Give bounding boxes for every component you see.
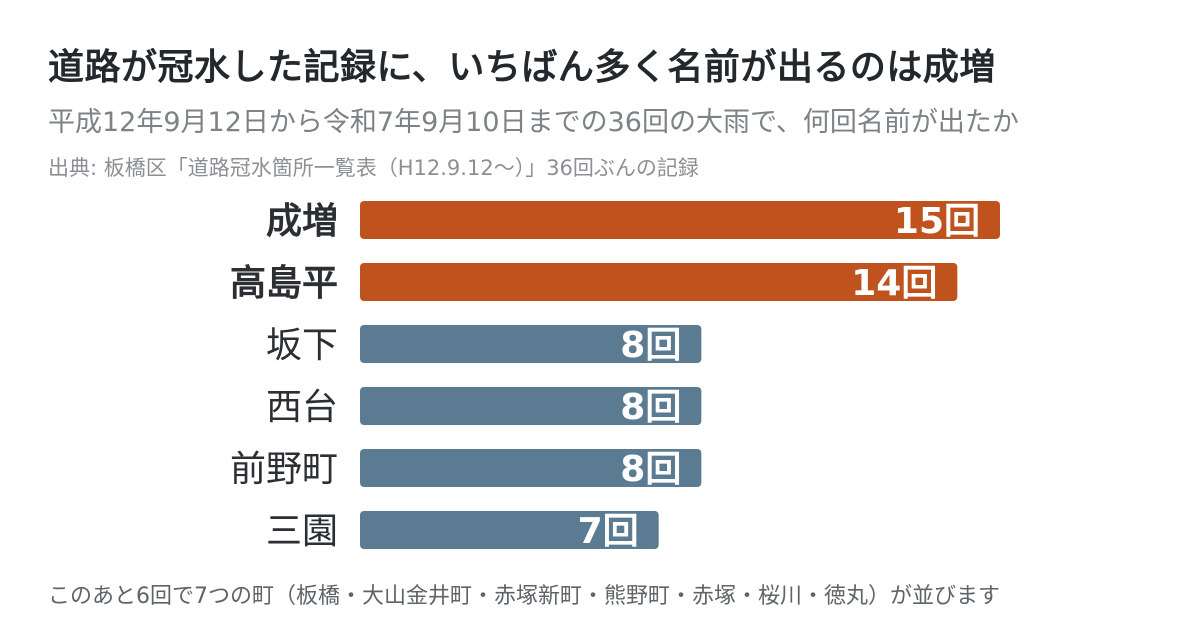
footnote: このあと6回で7つの町（板橋・大山金井町・赤塚新町・熊野町・赤塚・桜川・徳丸）が… bbox=[48, 584, 1000, 609]
bar bbox=[360, 449, 702, 487]
value-label: 14回 bbox=[851, 263, 937, 304]
value-label: 8回 bbox=[620, 325, 681, 366]
chart-title: 道路が冠水した記録に、いちばん多く名前が出るのは成増 bbox=[48, 47, 996, 88]
value-label: 15回 bbox=[894, 201, 980, 242]
bar bbox=[360, 263, 958, 301]
chart-subtitle: 平成12年9月12日から令和7年9月10日までの36回の大雨で、何回名前が出たか bbox=[48, 107, 1019, 138]
bar bbox=[360, 201, 1000, 239]
source-note: 出典: 板橋区「道路冠水箇所一覧表（H12.9.12〜）」36回ぶんの記録 bbox=[48, 156, 699, 180]
bar bbox=[360, 325, 702, 363]
value-label: 8回 bbox=[620, 387, 681, 428]
category-label: 高島平 bbox=[230, 263, 338, 304]
bar bbox=[360, 387, 702, 425]
category-label: 成増 bbox=[266, 201, 338, 242]
bar bbox=[360, 511, 659, 549]
value-label: 8回 bbox=[620, 449, 681, 490]
category-label: 西台 bbox=[266, 387, 338, 428]
value-label: 7回 bbox=[578, 511, 639, 552]
category-label: 坂下 bbox=[266, 325, 338, 366]
category-label: 三園 bbox=[266, 511, 338, 552]
category-label: 前野町 bbox=[230, 449, 338, 490]
